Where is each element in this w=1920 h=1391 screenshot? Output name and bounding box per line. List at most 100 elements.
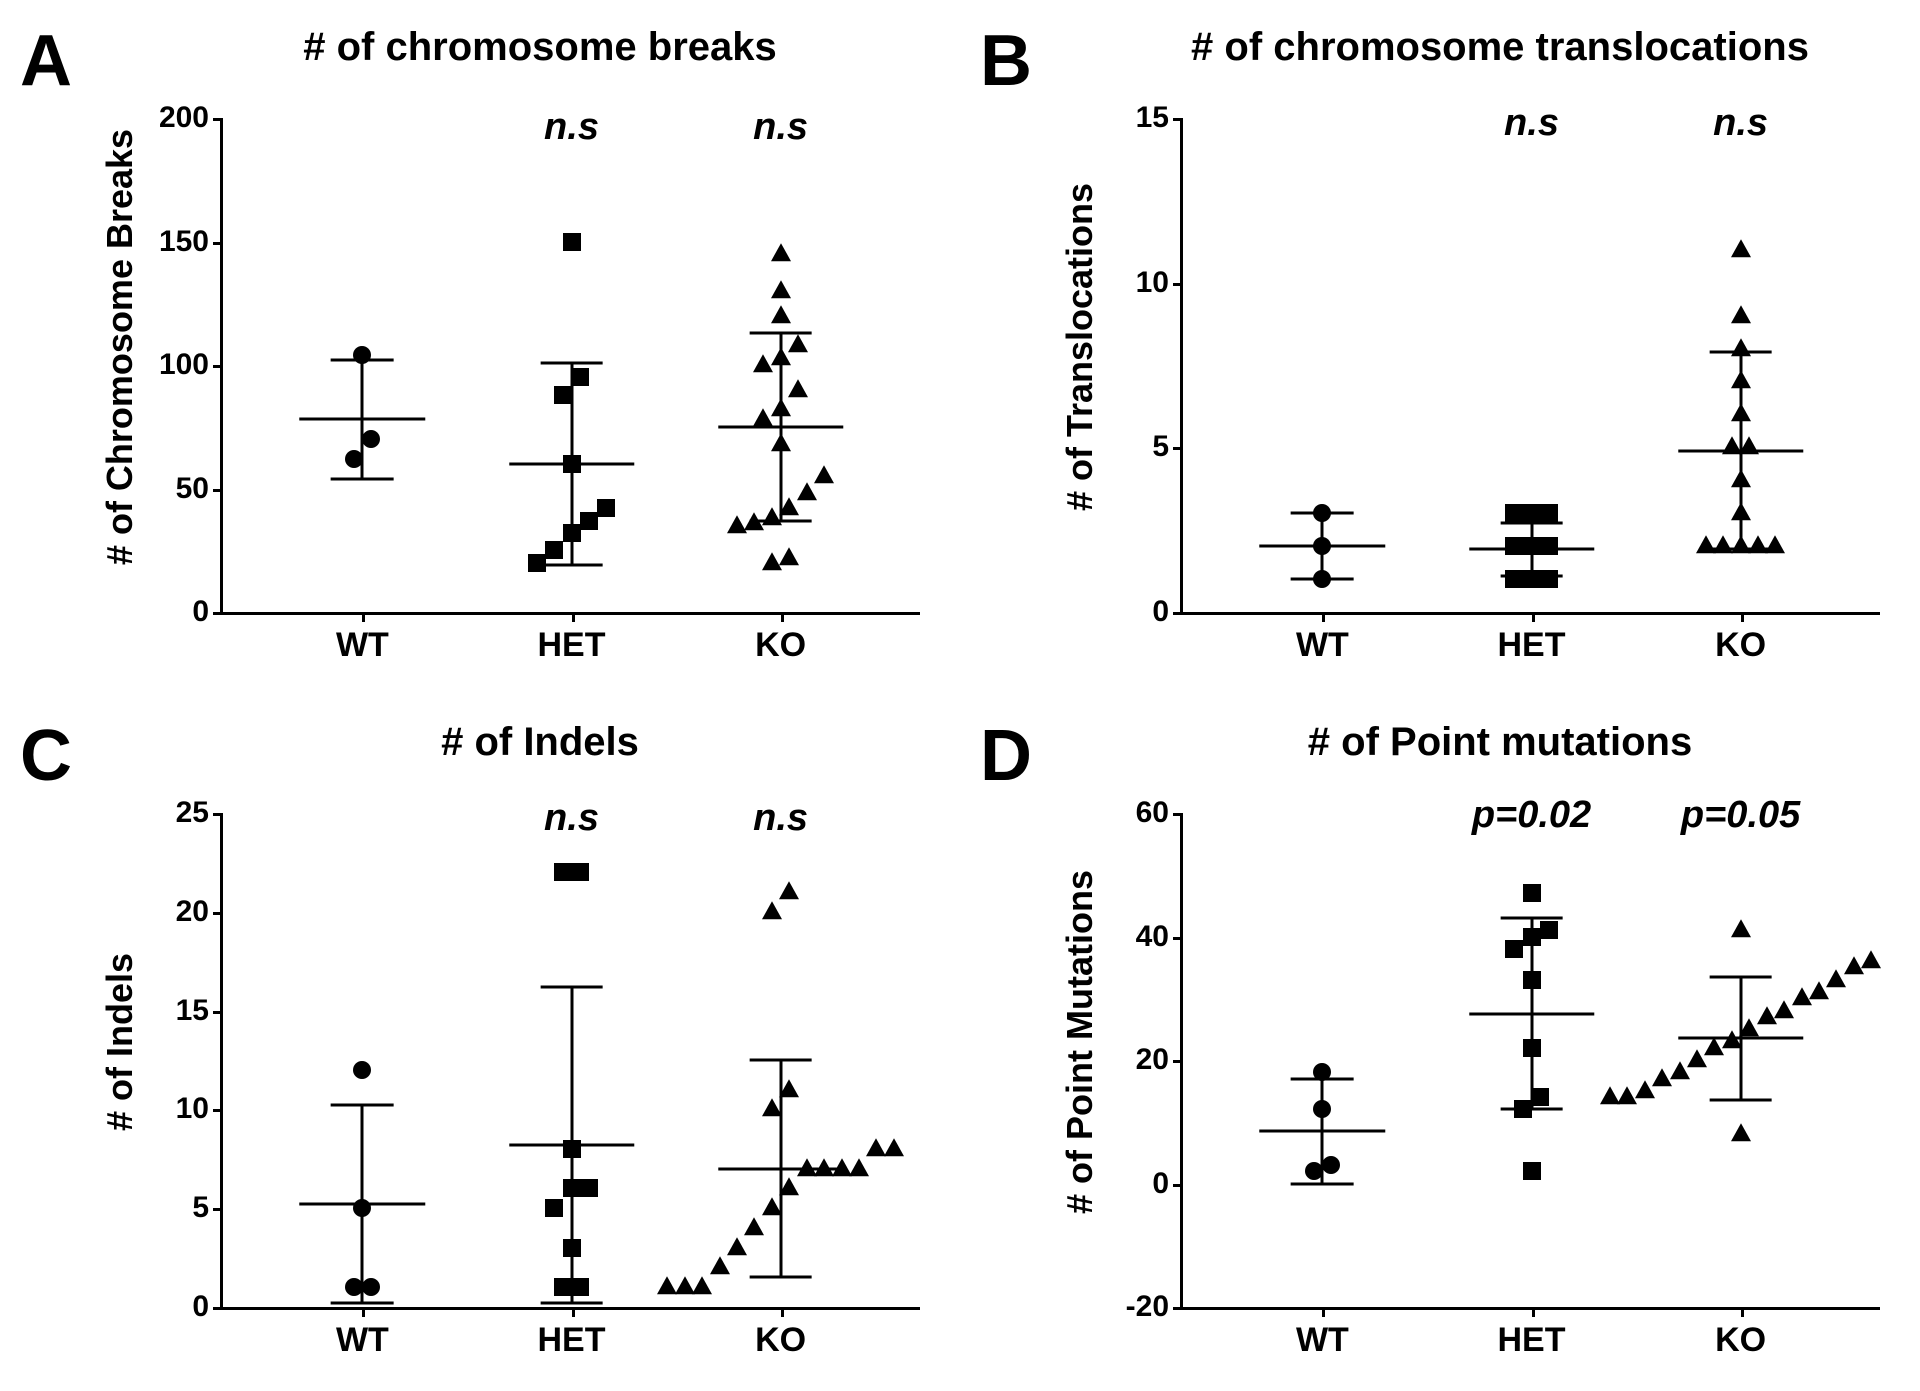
ytick-label: 10 (176, 1092, 209, 1126)
data-point (727, 1237, 747, 1255)
panel-a-plot: 050100150200WTHETKOn.sn.s (220, 118, 920, 615)
ytick-label: 0 (1152, 595, 1169, 629)
panel-a: A # of chromosome breaks # of Chromosome… (20, 20, 940, 675)
data-point (1523, 537, 1541, 555)
stat-annotation: n.s (1713, 102, 1768, 145)
xtick-label: WT (1296, 1321, 1349, 1360)
data-point (353, 346, 371, 364)
ytick-label: 150 (159, 225, 209, 259)
panel-letter-c: C (20, 715, 72, 797)
data-point (1731, 502, 1751, 520)
data-point (345, 1278, 363, 1296)
errorbar-cap (1709, 975, 1772, 978)
data-point (554, 863, 572, 881)
data-point (563, 1239, 581, 1257)
data-point (814, 465, 834, 483)
data-point (797, 483, 817, 501)
ytick (1173, 1307, 1183, 1310)
data-point (762, 901, 782, 919)
xtick (1741, 1307, 1744, 1317)
data-point (1313, 1100, 1331, 1118)
xtick-label: HET (538, 1321, 606, 1360)
panel-letter-b: B (980, 20, 1032, 102)
data-point (1731, 338, 1751, 356)
xtick-label: KO (1715, 1321, 1766, 1360)
ytick-label: 15 (176, 994, 209, 1028)
stat-annotation: n.s (753, 106, 808, 149)
xtick-label: KO (1715, 626, 1766, 665)
data-point (1523, 928, 1541, 946)
xtick (362, 1307, 365, 1317)
stat-annotation: p=0.05 (1681, 794, 1800, 837)
data-point (563, 524, 581, 542)
errorbar-cap (331, 1104, 394, 1107)
ytick-label: 5 (1152, 430, 1169, 464)
data-point (1505, 940, 1523, 958)
ytick (1173, 447, 1183, 450)
ytick-label: 0 (1152, 1167, 1169, 1201)
xtick (1532, 612, 1535, 622)
ytick (1173, 813, 1183, 816)
ytick-label: 0 (192, 1290, 209, 1324)
ytick-label: 20 (1136, 1043, 1169, 1077)
panel-letter-a: A (20, 20, 72, 102)
data-point (563, 1140, 581, 1158)
ytick (213, 1109, 223, 1112)
xtick (1741, 612, 1744, 622)
data-point (1514, 1100, 1532, 1118)
panel-b-plot: 051015WTHETKOn.sn.s (1180, 118, 1880, 615)
panel-d-title: # of Point mutations (1100, 720, 1900, 765)
xtick (1322, 1307, 1325, 1317)
data-point (1861, 950, 1881, 968)
panel-b: B # of chromosome translocations # of Tr… (980, 20, 1900, 675)
data-point (545, 541, 563, 559)
errorbar-cap (540, 564, 603, 567)
ytick (213, 912, 223, 915)
ytick-label: 60 (1136, 796, 1169, 830)
xtick-label: WT (336, 626, 389, 665)
data-point (362, 430, 380, 448)
data-point (1313, 570, 1331, 588)
data-point (771, 305, 791, 323)
ytick (213, 489, 223, 492)
ytick (1173, 283, 1183, 286)
data-point (1523, 1039, 1541, 1057)
data-point (571, 863, 589, 881)
data-point (779, 1178, 799, 1196)
errorbar-cap (540, 985, 603, 988)
panel-c-ylabel: # of Indels (99, 952, 141, 1130)
ytick (213, 365, 223, 368)
xtick-label: WT (336, 1321, 389, 1360)
data-point (554, 386, 572, 404)
data-point (353, 1061, 371, 1079)
data-point (692, 1276, 712, 1294)
xtick (1532, 1307, 1535, 1317)
errorbar-cap (540, 1302, 603, 1305)
data-point (563, 233, 581, 251)
panel-d-plot: -200204060WTHETKOp=0.02p=0.05 (1180, 813, 1880, 1310)
data-point (1540, 504, 1558, 522)
data-point (1305, 1162, 1323, 1180)
data-point (545, 1199, 563, 1217)
data-point (1540, 570, 1558, 588)
data-point (362, 1278, 380, 1296)
panel-d-ylabel: # of Point Mutations (1059, 870, 1101, 1214)
data-point (1731, 920, 1751, 938)
data-point (1765, 535, 1785, 553)
errorbar-cap (331, 1302, 394, 1305)
ytick (1173, 1184, 1183, 1187)
data-point (1505, 504, 1523, 522)
data-point (1540, 921, 1558, 939)
ytick-label: 20 (176, 895, 209, 929)
panel-c-title: # of Indels (140, 720, 940, 765)
xtick-label: HET (1498, 1321, 1566, 1360)
data-point (1531, 1088, 1549, 1106)
data-point (1313, 504, 1331, 522)
ytick-label: 100 (159, 348, 209, 382)
errorbar-cap (540, 361, 603, 364)
data-point (1505, 570, 1523, 588)
errorbar-cap (1291, 1182, 1354, 1185)
data-point (771, 243, 791, 261)
data-point (849, 1158, 869, 1176)
data-point (1731, 239, 1751, 257)
